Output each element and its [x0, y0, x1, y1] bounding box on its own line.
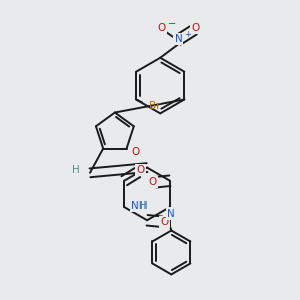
- Text: O: O: [160, 217, 169, 227]
- Text: Br: Br: [149, 101, 161, 111]
- Text: O: O: [131, 147, 140, 157]
- Text: +: +: [184, 30, 190, 39]
- Text: H: H: [72, 165, 80, 175]
- Text: N: N: [175, 34, 182, 44]
- Text: H: H: [140, 201, 148, 211]
- Text: O: O: [158, 23, 166, 33]
- Text: N: N: [167, 208, 174, 218]
- Text: O: O: [191, 23, 200, 33]
- Text: O: O: [149, 177, 157, 187]
- Text: −: −: [168, 19, 176, 29]
- Text: NH: NH: [130, 201, 146, 211]
- Text: O: O: [136, 165, 145, 175]
